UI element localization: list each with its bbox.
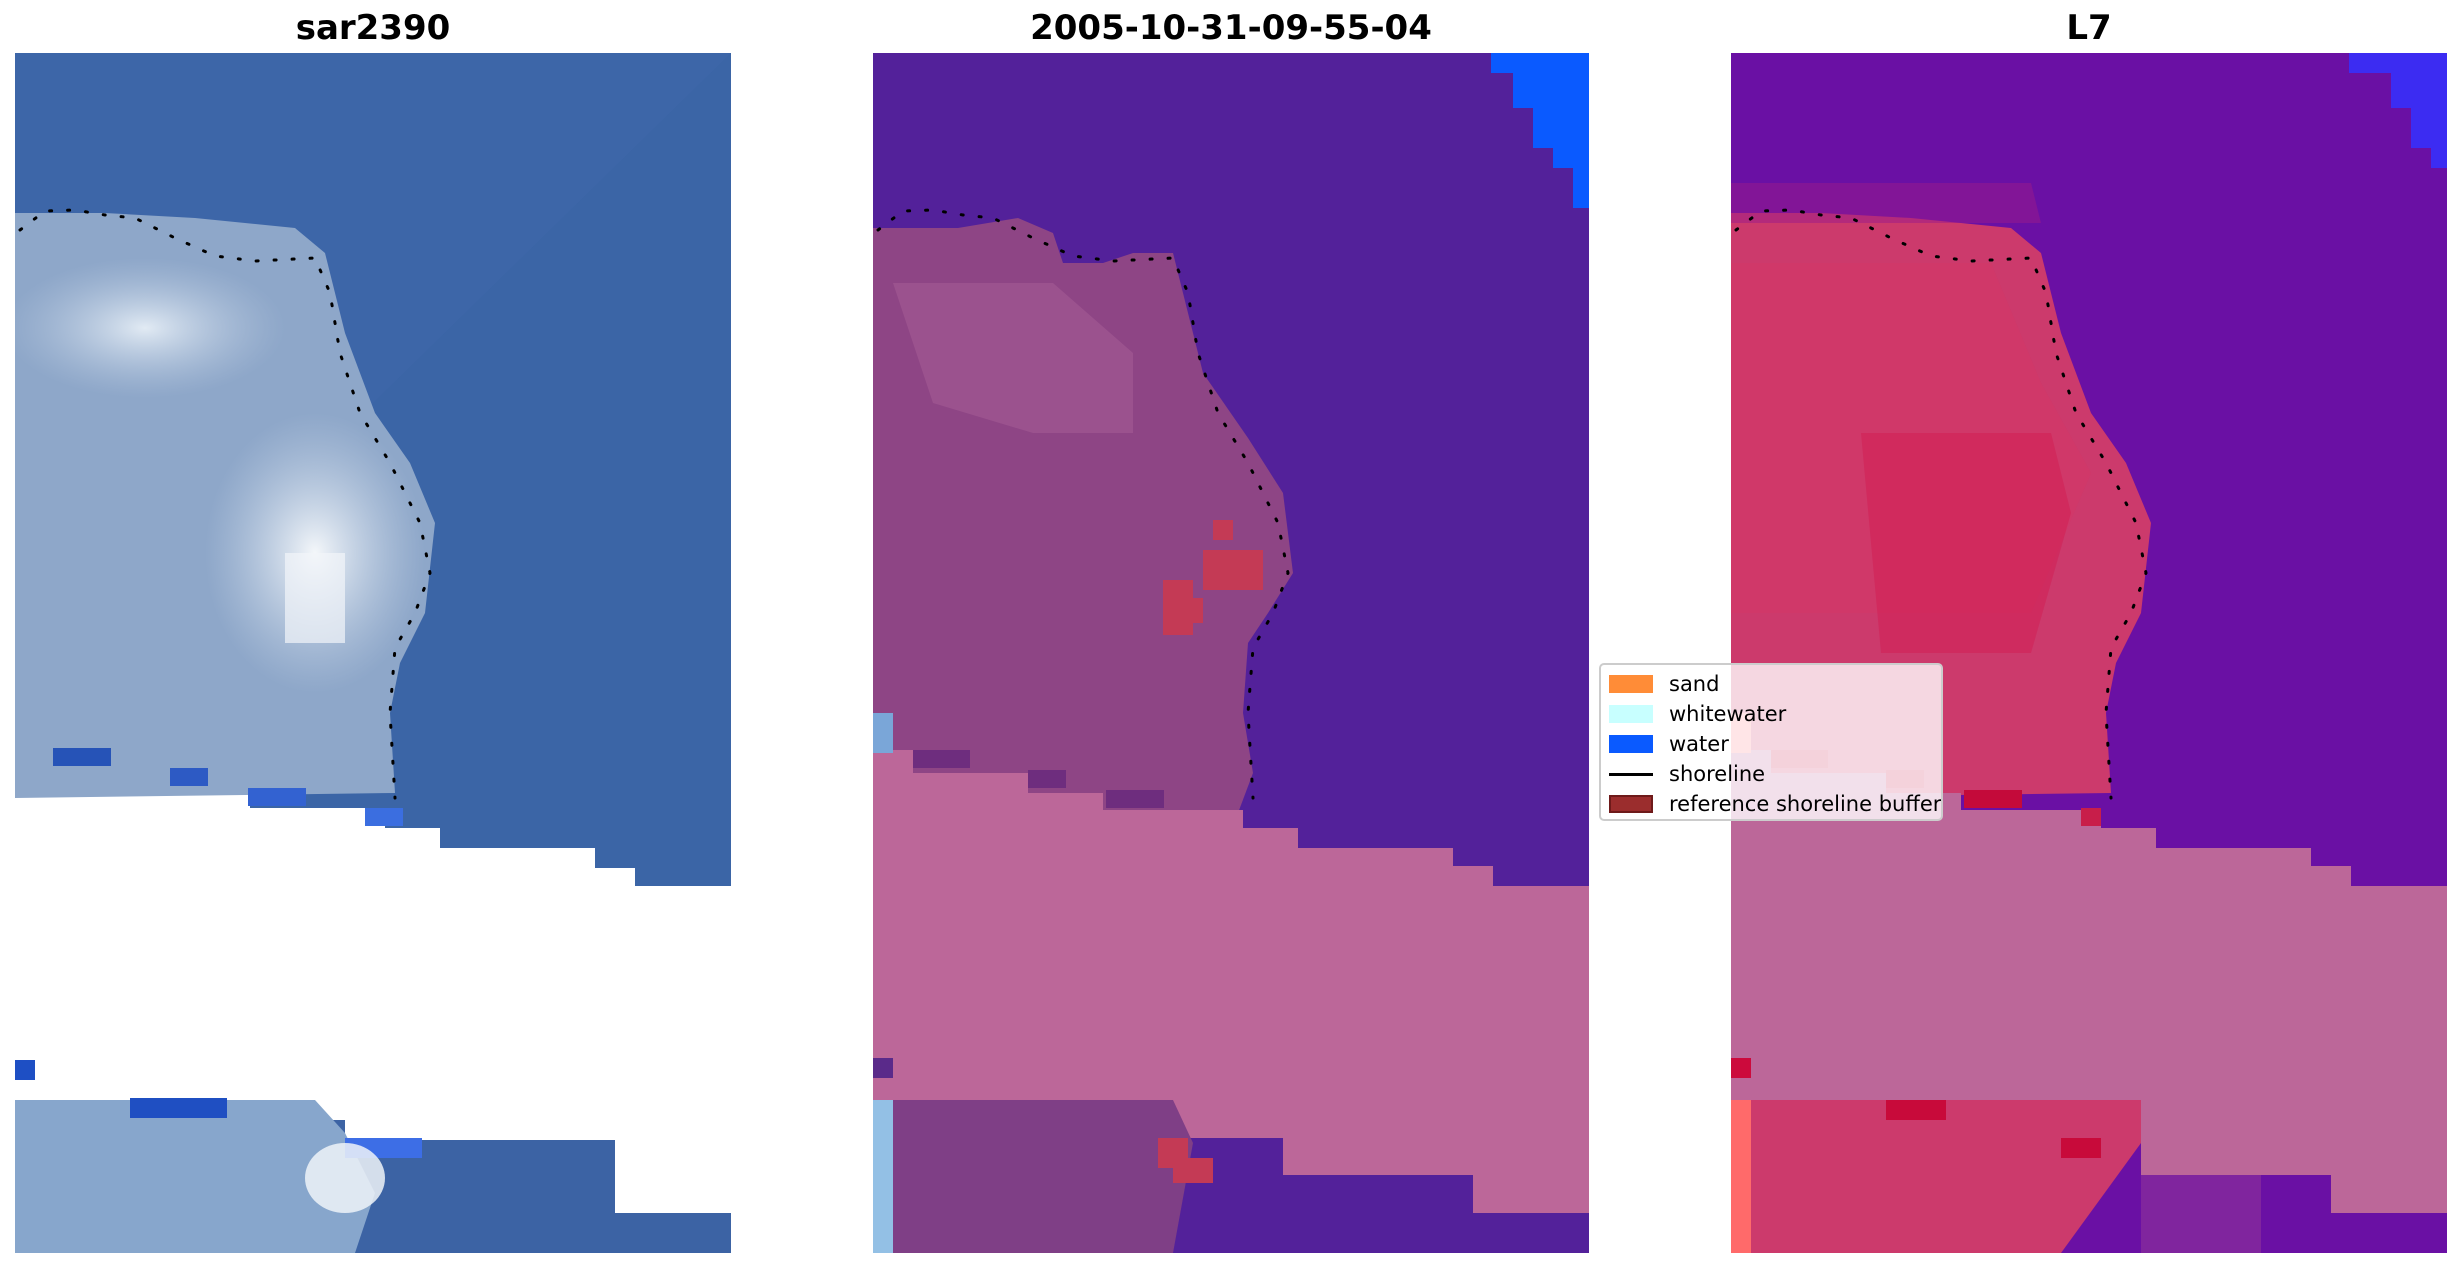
legend-entry-water: water bbox=[1609, 729, 1729, 759]
rgb-land-area bbox=[15, 213, 435, 798]
index-shoreline-points bbox=[1734, 208, 2148, 800]
index-panel bbox=[1731, 53, 2447, 1253]
class-water-region bbox=[1491, 53, 1589, 208]
legend-label-whitewater: whitewater bbox=[1669, 702, 1787, 726]
shoreline-points bbox=[18, 208, 432, 800]
class-shoreline-points bbox=[876, 208, 1290, 800]
legend: sand whitewater water shoreline referenc… bbox=[1599, 663, 1943, 821]
legend-label-sand: sand bbox=[1669, 672, 1720, 696]
sand-swatch bbox=[1609, 675, 1653, 693]
class-dark-pixels bbox=[873, 713, 1164, 808]
water-swatch bbox=[1609, 735, 1653, 753]
rgb-image-panel bbox=[15, 53, 731, 1253]
legend-label-buffer: reference shoreline buffer bbox=[1669, 792, 1942, 816]
class-red-pixels bbox=[1163, 520, 1263, 635]
index-water-region bbox=[2349, 53, 2447, 168]
panel-title-classification: 2005-10-31-09-55-04 bbox=[1030, 8, 1432, 48]
index-reference-buffer bbox=[1731, 750, 2447, 1213]
legend-entry-buffer: reference shoreline buffer bbox=[1609, 789, 1941, 819]
classification-panel bbox=[873, 53, 1589, 1253]
rgb-lower-strip bbox=[15, 1060, 731, 1253]
legend-entry-shoreline: shoreline bbox=[1609, 759, 1765, 789]
shoreline-line-icon bbox=[1609, 772, 1653, 776]
legend-label-water: water bbox=[1669, 732, 1729, 756]
legend-entry-sand: sand bbox=[1609, 669, 1719, 699]
reference-shoreline-buffer bbox=[873, 750, 1589, 1213]
legend-label-shoreline: shoreline bbox=[1669, 762, 1766, 786]
panel-title-mndwi: L7 bbox=[2066, 8, 2112, 48]
legend-entry-whitewater: whitewater bbox=[1609, 699, 1786, 729]
class-lower-strip bbox=[873, 1058, 1589, 1253]
whitewater-swatch bbox=[1609, 705, 1653, 723]
panel-title-rgb: sar2390 bbox=[295, 8, 451, 48]
buffer-swatch bbox=[1609, 795, 1653, 813]
rgb-bright-pixels bbox=[53, 748, 403, 826]
index-lower-strip bbox=[1731, 1058, 2447, 1253]
